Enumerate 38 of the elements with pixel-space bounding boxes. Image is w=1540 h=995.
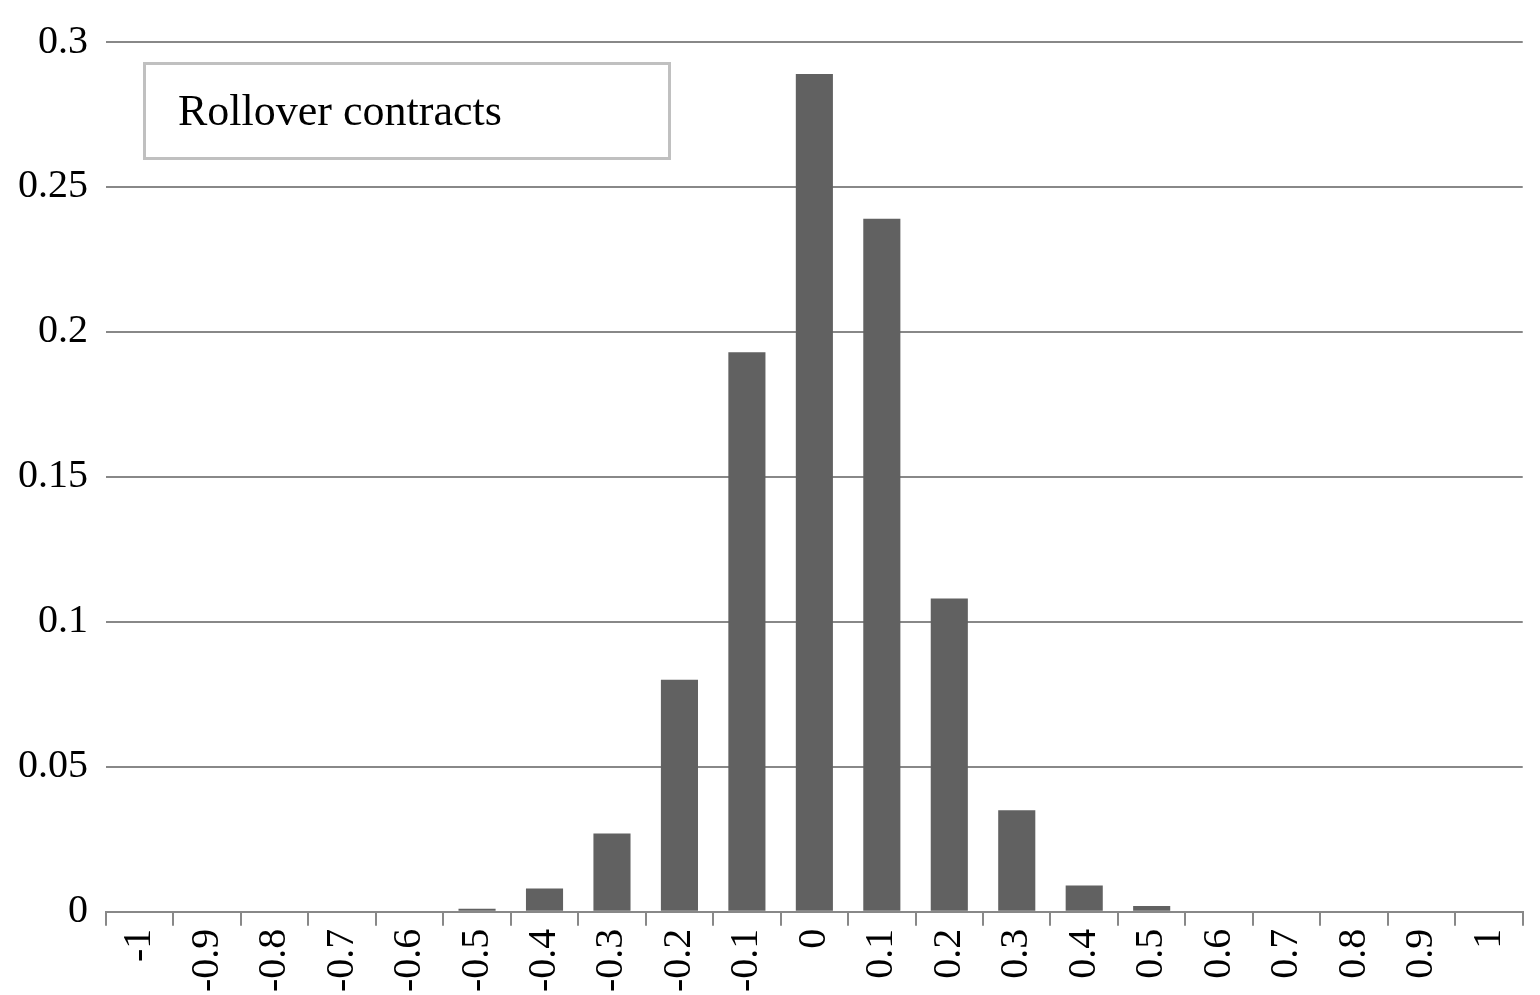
title-box: Rollover contracts bbox=[143, 62, 671, 160]
y-tick-label: 0.3 bbox=[38, 16, 88, 62]
bar bbox=[795, 73, 833, 911]
x-tick-label: 0.1 bbox=[856, 928, 902, 979]
y-tick-label: 0.05 bbox=[18, 741, 88, 787]
bar bbox=[1065, 885, 1103, 911]
x-tick-label: 1 bbox=[1463, 928, 1509, 949]
x-tick-label: 0.4 bbox=[1058, 928, 1104, 979]
x-tick-label: 0.5 bbox=[1126, 928, 1172, 979]
x-tick-label: -0.9 bbox=[181, 928, 227, 993]
bar bbox=[863, 218, 901, 911]
x-tick-label: 0.9 bbox=[1396, 928, 1442, 979]
bar bbox=[1133, 905, 1171, 911]
x-tick-label: -0.5 bbox=[451, 928, 497, 993]
x-tick-label: -0.1 bbox=[721, 928, 767, 993]
x-tick-label: -1 bbox=[114, 928, 160, 963]
bar bbox=[660, 679, 698, 911]
bar bbox=[525, 888, 564, 911]
x-tick-label: -0.6 bbox=[384, 928, 430, 993]
x-tick-label: 0.2 bbox=[923, 928, 969, 979]
x-tick-label: 0.3 bbox=[991, 928, 1037, 979]
bar bbox=[593, 833, 631, 911]
x-tick-label: 0.8 bbox=[1328, 928, 1374, 979]
x-tick-label: 0.7 bbox=[1261, 928, 1307, 979]
y-tick-label: 0.15 bbox=[18, 451, 88, 497]
x-tick-label: 0 bbox=[788, 928, 834, 949]
x-tick-label: -0.2 bbox=[653, 928, 699, 993]
bar bbox=[998, 810, 1036, 911]
x-tick-label: -0.8 bbox=[249, 928, 295, 993]
y-tick-label: 0.25 bbox=[18, 161, 88, 207]
bar bbox=[930, 598, 968, 911]
y-tick-label: 0.2 bbox=[38, 306, 88, 352]
x-tick-label: -0.4 bbox=[519, 928, 565, 993]
x-tick-label: -0.3 bbox=[586, 928, 632, 993]
x-tick-label: 0.6 bbox=[1193, 928, 1239, 979]
bar bbox=[728, 352, 766, 911]
x-tick-label: -0.7 bbox=[316, 928, 362, 993]
y-tick-label: 0.1 bbox=[38, 596, 88, 642]
